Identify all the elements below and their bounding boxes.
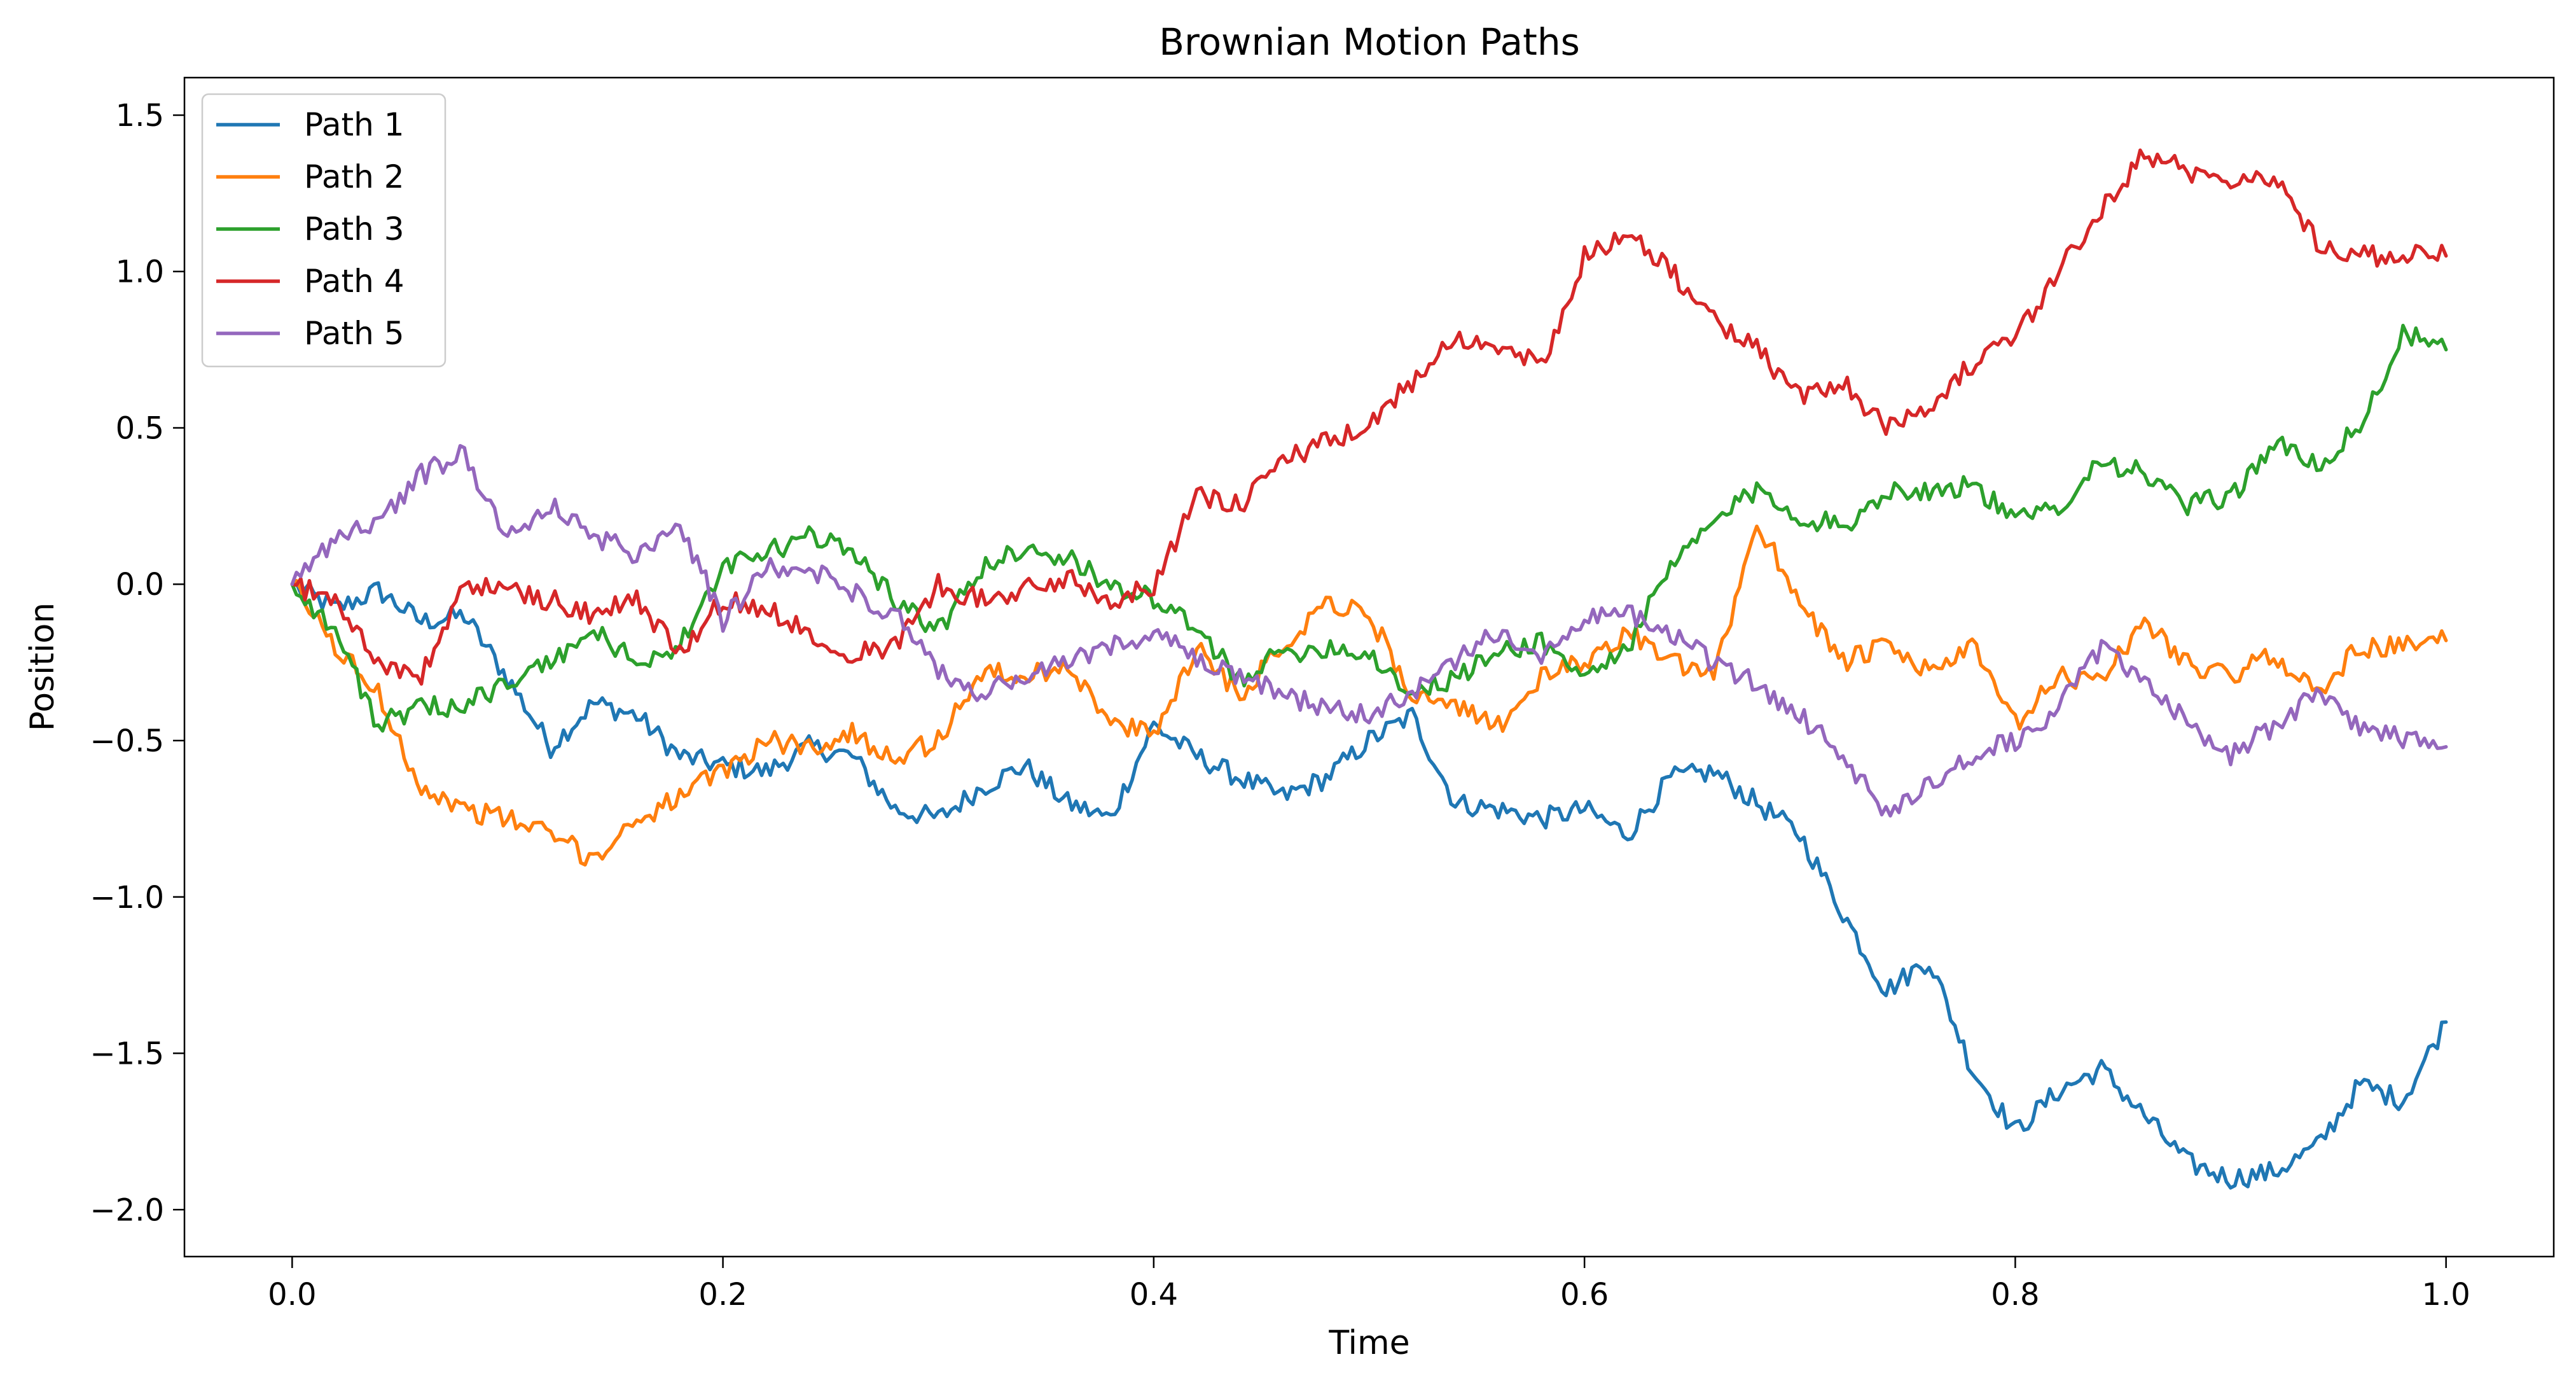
y-tick-label: −1.0	[90, 880, 164, 916]
y-axis-label: Position	[24, 603, 62, 731]
series-line-path-2	[290, 524, 2448, 867]
y-axis: 1.5 1.0 0.5 0.0 −0.5 −1.0 −1.5 −2.0	[90, 98, 184, 1228]
series-lines	[290, 148, 2448, 1190]
legend-label: Path 1	[304, 106, 405, 143]
y-tick-label: 0.5	[116, 410, 164, 446]
y-tick-label: −2.0	[90, 1192, 164, 1228]
legend-label: Path 3	[304, 211, 405, 247]
legend-label: Path 4	[304, 263, 405, 300]
legend: Path 1 Path 2 Path 3 Path 4 Path 5	[201, 93, 447, 368]
y-tick-label: 0.0	[116, 567, 164, 603]
x-tick-label: 0.4	[1130, 1277, 1178, 1313]
series-line-path-5	[290, 443, 2448, 818]
series-line-path-1	[290, 581, 2448, 1190]
x-tick-label: 1.0	[2422, 1277, 2470, 1313]
y-tick-label: 1.0	[116, 254, 164, 290]
chart-title: Brownian Motion Paths	[1159, 20, 1580, 64]
plot-area	[183, 76, 2555, 1258]
legend-box	[201, 93, 447, 368]
series-line-path-3	[290, 323, 2448, 733]
legend-label: Path 5	[304, 315, 405, 352]
x-axis-label: Time	[1328, 1324, 1409, 1362]
legend-label: Path 2	[304, 158, 405, 195]
y-tick-label: 1.5	[116, 98, 164, 134]
plot-frame	[183, 76, 2555, 1258]
x-tick-label: 0.8	[1991, 1277, 2039, 1313]
legend-entries: Path 1 Path 2 Path 3 Path 4 Path 5	[216, 106, 405, 352]
x-tick-label: 0.0	[268, 1277, 316, 1313]
x-tick-label: 0.6	[1560, 1277, 1609, 1313]
x-axis: 0.0 0.2 0.4 0.6 0.8 1.0	[268, 1257, 2470, 1313]
x-tick-label: 0.2	[698, 1277, 747, 1313]
series-line-path-4	[290, 148, 2448, 686]
y-tick-label: −1.5	[90, 1036, 164, 1072]
y-tick-label: −0.5	[90, 723, 164, 759]
